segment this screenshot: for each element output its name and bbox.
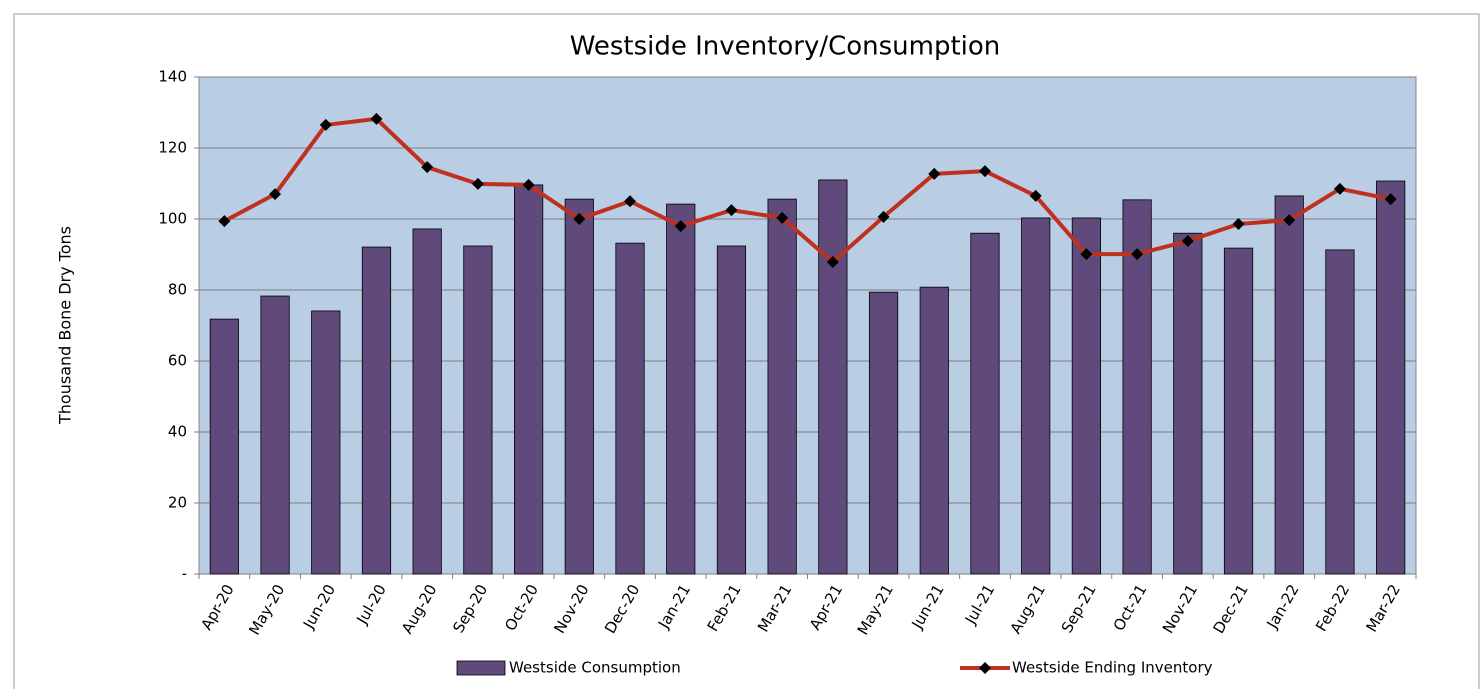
bar <box>412 228 442 575</box>
point <box>978 165 991 178</box>
y-tick-label: 60 <box>168 352 187 370</box>
bar <box>1223 247 1254 575</box>
point <box>1232 217 1245 230</box>
bar <box>514 184 544 575</box>
bar <box>868 291 899 575</box>
y-tick-label: 40 <box>168 423 187 441</box>
point <box>421 161 434 174</box>
legend-swatch <box>456 660 506 676</box>
y-tick-label: 80 <box>168 281 187 299</box>
point <box>319 118 332 131</box>
y-tick-label: 20 <box>168 494 187 512</box>
bar <box>1071 217 1101 575</box>
legend-label: Westside Ending Inventory <box>1012 659 1213 677</box>
point <box>826 255 839 268</box>
bar <box>666 203 696 575</box>
y-tick-label: 120 <box>158 139 187 157</box>
bar <box>209 318 239 575</box>
point <box>1131 248 1144 261</box>
point <box>624 195 637 208</box>
bar <box>1021 217 1051 575</box>
chart-title: Westside Inventory/Consumption <box>570 32 1001 62</box>
bar <box>767 198 797 575</box>
point <box>1384 193 1397 206</box>
point <box>877 210 890 223</box>
bar <box>564 198 594 575</box>
y-tick-label: 140 <box>158 68 187 86</box>
y-tick-label: - <box>182 565 187 583</box>
bar <box>463 245 493 575</box>
point <box>1181 235 1194 248</box>
bar <box>970 232 1000 575</box>
point <box>1283 214 1296 227</box>
bar <box>1122 199 1152 575</box>
point <box>218 215 231 228</box>
bar <box>361 246 392 575</box>
point <box>1029 189 1042 202</box>
point <box>573 213 586 225</box>
bar <box>1274 195 1304 575</box>
point <box>269 188 282 201</box>
bar <box>615 242 645 575</box>
bar <box>260 295 290 575</box>
point <box>928 167 941 180</box>
line <box>223 116 1392 264</box>
point <box>522 178 535 191</box>
bar <box>1376 180 1406 575</box>
bar <box>919 286 949 575</box>
point <box>370 112 383 125</box>
point <box>1333 182 1346 195</box>
bar <box>311 310 341 575</box>
y-tick-label: 100 <box>158 210 187 228</box>
y-axis-label: Thousand Bone Dry Tons <box>56 226 75 425</box>
bar <box>716 245 747 575</box>
bar <box>1173 232 1203 575</box>
bar <box>818 179 848 575</box>
plot-area <box>198 76 1417 575</box>
point <box>776 211 789 224</box>
legend-label: Westside Consumption <box>509 659 681 677</box>
point <box>725 204 738 217</box>
legend-marker <box>979 662 991 674</box>
point <box>1080 248 1093 261</box>
bar <box>1325 249 1355 575</box>
point <box>471 177 484 190</box>
point <box>674 220 687 233</box>
